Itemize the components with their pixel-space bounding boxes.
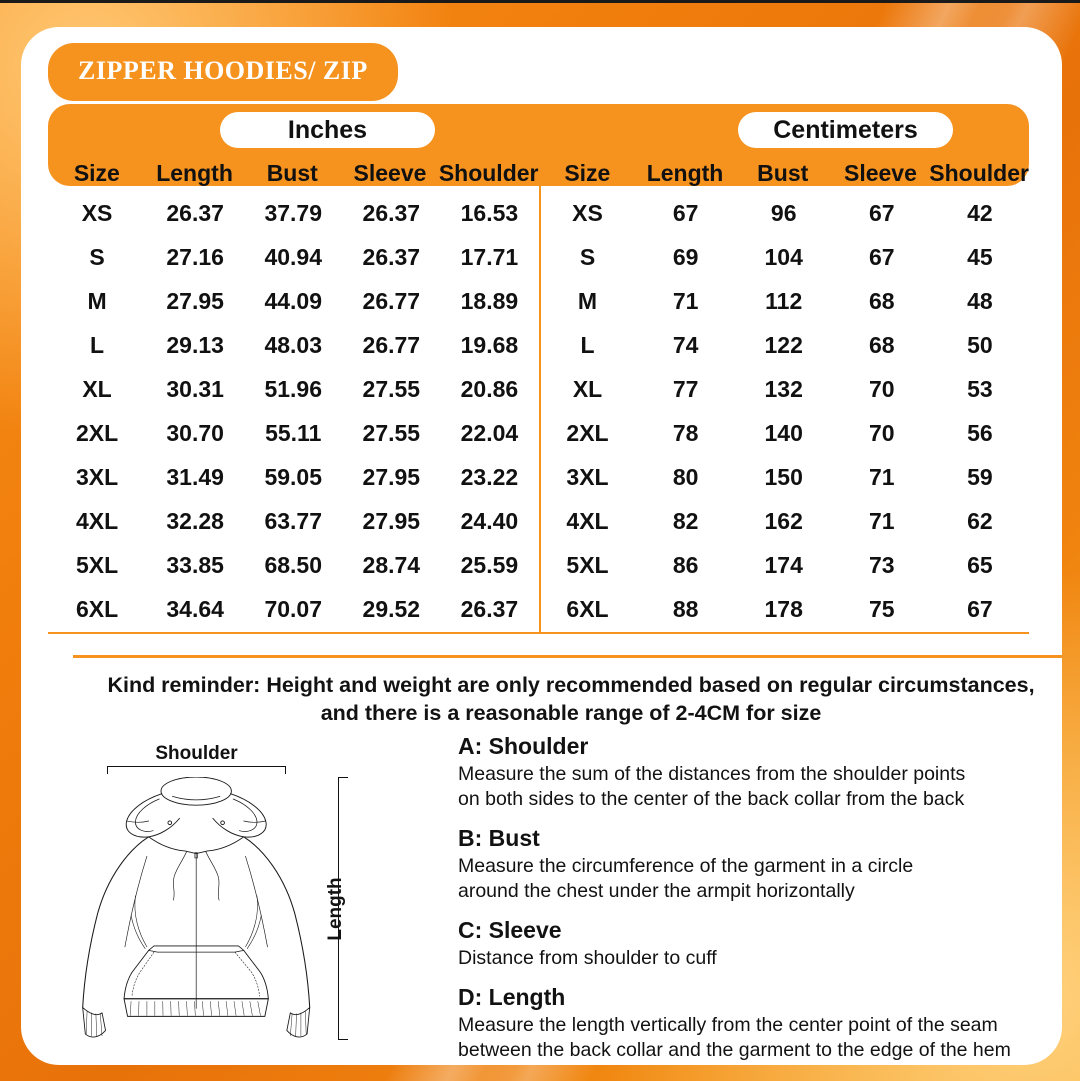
svg-text:Length: Length: [325, 877, 346, 940]
